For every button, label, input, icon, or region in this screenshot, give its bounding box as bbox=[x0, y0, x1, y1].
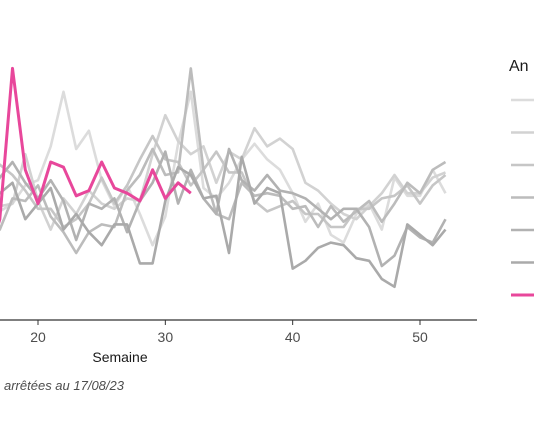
x-tick-label: 50 bbox=[412, 329, 428, 345]
x-axis-title: Semaine bbox=[92, 349, 147, 365]
x-tick-label: 30 bbox=[158, 329, 174, 345]
x-axis: 20 30 40 50 Semaine bbox=[0, 319, 477, 365]
data-caption: arrêtées au 17/08/23 bbox=[4, 378, 125, 393]
series-line-6 bbox=[0, 155, 447, 289]
legend-title: An bbox=[509, 58, 529, 75]
series-line-highlight bbox=[0, 66, 192, 224]
series-line-5 bbox=[0, 147, 447, 268]
series-layer bbox=[0, 66, 447, 289]
legend: An bbox=[509, 58, 534, 297]
legend-keys bbox=[511, 98, 534, 297]
x-tick-label: 20 bbox=[30, 329, 46, 345]
series-line-2 bbox=[0, 113, 446, 231]
x-ticks: 20 30 40 50 bbox=[30, 320, 428, 345]
x-tick-label: 40 bbox=[285, 329, 301, 345]
